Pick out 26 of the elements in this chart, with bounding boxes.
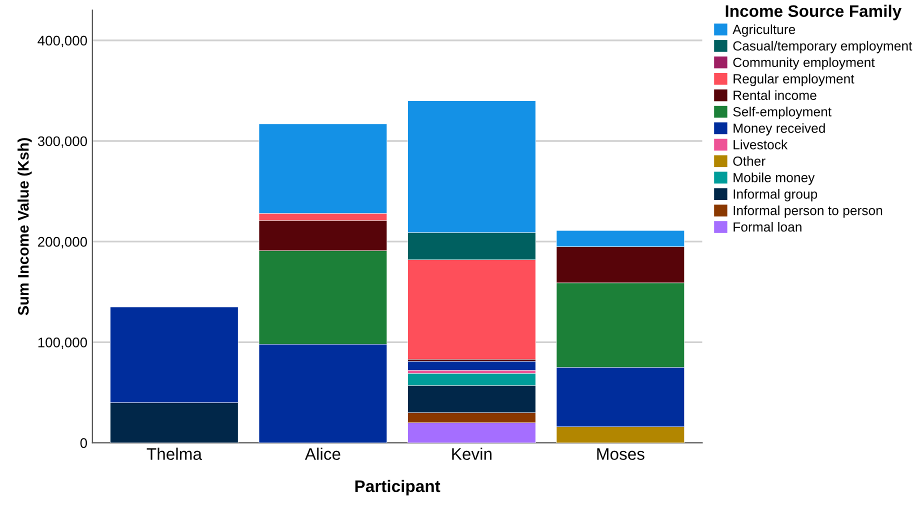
legend-label: Other: [733, 156, 766, 166]
legend-label: Community employment: [733, 57, 875, 70]
y-axis-title: Sum Income Value (Ksh): [18, 138, 32, 316]
x-tick-label: Thelma: [146, 448, 202, 460]
bar: [408, 361, 536, 371]
x-tick-label: Alice: [304, 448, 340, 460]
y-tick-label: 200,000: [38, 236, 87, 248]
y-tick-label: 0: [80, 438, 87, 448]
legend-label: Formal loan: [734, 222, 802, 232]
y-tick-label: 400,000: [38, 36, 87, 48]
x-tick-label: Moses: [597, 448, 644, 460]
legend-label: Agriculture: [732, 24, 796, 37]
x-tick-label: Kevin: [452, 448, 492, 460]
legend-title: Income Source Family: [726, 4, 902, 20]
legend-label: Informal person to person: [734, 206, 882, 218]
legend-label: Informal group: [734, 189, 818, 202]
y-tick-label: 300,000: [38, 136, 87, 148]
y-tick-label: 100,000: [38, 338, 87, 350]
legend-label: Self-employment: [733, 106, 832, 120]
legend-label: Regular employment: [734, 74, 854, 86]
legend-label: Casual/temporary employment: [733, 40, 912, 54]
x-axis-title: Participant: [355, 480, 440, 496]
legend-label: Livestock: [734, 140, 788, 150]
legend-label: Money received: [734, 123, 825, 136]
legend-label: Rental income: [734, 90, 816, 100]
legend-label: Mobile money: [734, 172, 815, 185]
